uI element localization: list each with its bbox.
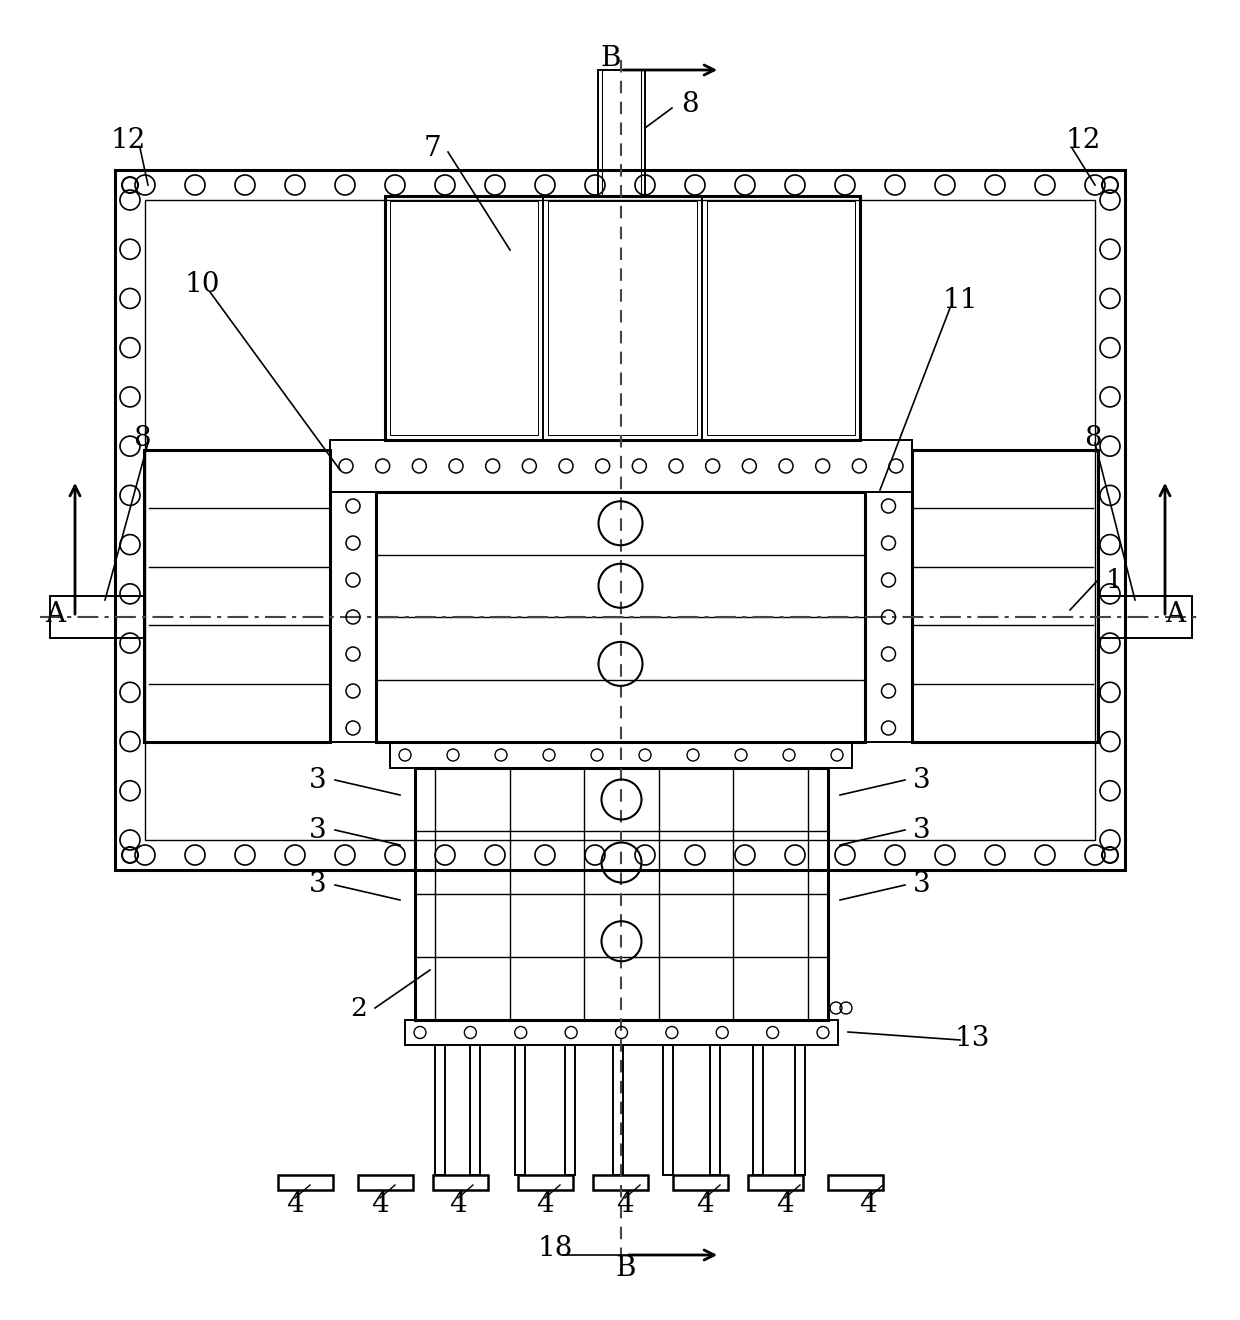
Bar (358, 1175, 413, 1191)
Text: B: B (600, 45, 621, 71)
Bar (415, 768, 828, 1020)
Bar (598, 70, 645, 195)
Text: 12: 12 (1065, 127, 1101, 153)
Text: 4: 4 (696, 1192, 714, 1218)
Text: 13: 13 (955, 1024, 990, 1052)
Bar (391, 742, 852, 768)
Text: 12: 12 (110, 127, 145, 153)
Bar (748, 1175, 804, 1191)
Text: A: A (45, 602, 64, 628)
Text: 8: 8 (1084, 425, 1102, 451)
Text: 4: 4 (776, 1192, 794, 1218)
Bar (518, 1175, 573, 1191)
Text: 8: 8 (681, 91, 699, 117)
Text: 8: 8 (133, 425, 151, 451)
Text: B: B (615, 1254, 636, 1282)
Bar (144, 450, 330, 742)
Text: 4: 4 (286, 1192, 304, 1218)
Bar (376, 492, 866, 742)
Bar (673, 1175, 728, 1191)
Bar (405, 1020, 838, 1045)
Bar (548, 201, 697, 436)
Bar (435, 1045, 445, 1175)
Bar (278, 1175, 334, 1191)
Bar (753, 1045, 763, 1175)
Bar (707, 201, 856, 436)
Bar (795, 1045, 805, 1175)
Bar (911, 450, 1097, 742)
Bar (330, 492, 376, 742)
Text: 3: 3 (309, 817, 327, 843)
Bar (50, 597, 144, 638)
Text: 1: 1 (1106, 568, 1122, 593)
Bar (115, 170, 1125, 870)
Text: 4: 4 (371, 1192, 389, 1218)
Bar (470, 1045, 480, 1175)
Text: 7: 7 (423, 135, 441, 161)
Bar (711, 1045, 720, 1175)
Bar (866, 492, 911, 742)
Bar (391, 201, 538, 436)
Text: 3: 3 (913, 767, 931, 793)
Bar (828, 1175, 883, 1191)
Bar (433, 1175, 489, 1191)
Bar (565, 1045, 575, 1175)
Bar (1097, 597, 1192, 638)
Text: 4: 4 (449, 1192, 466, 1218)
Bar (613, 1045, 622, 1175)
Text: 3: 3 (913, 871, 931, 899)
Text: 18: 18 (537, 1234, 573, 1262)
Text: 3: 3 (309, 767, 327, 793)
Text: 4: 4 (536, 1192, 554, 1218)
Bar (145, 201, 1095, 840)
Text: 2: 2 (350, 995, 367, 1020)
Text: 4: 4 (859, 1192, 877, 1218)
Bar (330, 440, 911, 492)
Text: 10: 10 (185, 272, 219, 298)
Bar (663, 1045, 673, 1175)
Bar (384, 195, 861, 440)
Bar (515, 1045, 525, 1175)
Text: 3: 3 (913, 817, 931, 843)
Text: 3: 3 (309, 871, 327, 899)
Bar (593, 1175, 649, 1191)
Text: 11: 11 (942, 286, 978, 314)
Text: A: A (1164, 602, 1185, 628)
Text: 4: 4 (616, 1192, 634, 1218)
